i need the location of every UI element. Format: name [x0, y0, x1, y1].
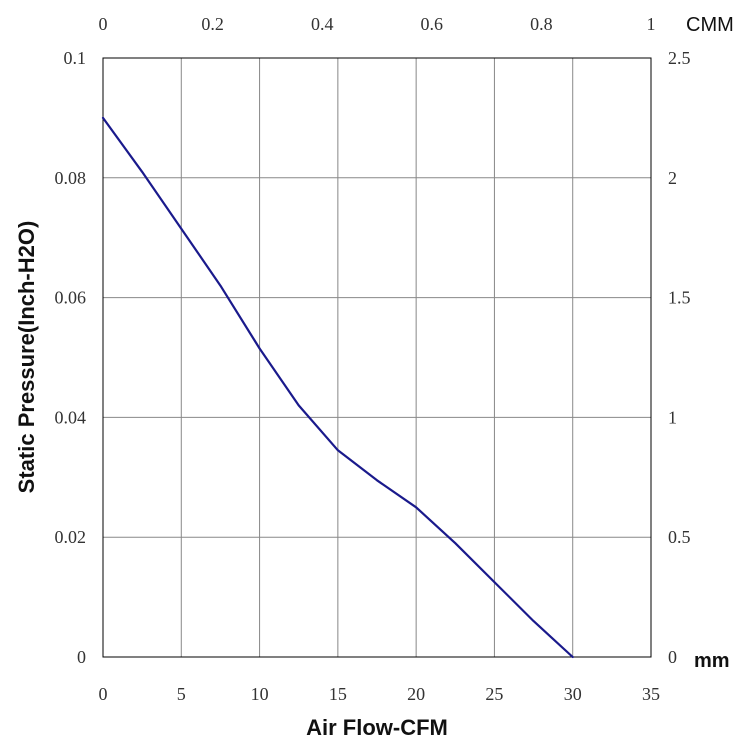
y-tick-label: 0.1 — [64, 48, 87, 68]
x-tick-label: 20 — [407, 684, 425, 704]
right-tick-label: 2 — [668, 168, 677, 188]
plot-frame — [102, 57, 652, 658]
data-point — [415, 506, 418, 509]
data-point — [258, 347, 261, 350]
top-tick-label: 0.2 — [201, 14, 224, 34]
right-tick-label: 1 — [668, 407, 677, 427]
data-point — [376, 479, 378, 482]
right-tick-label: 1.5 — [668, 288, 691, 308]
right-tick-label: 0.5 — [668, 527, 691, 547]
top-tick-label: 1 — [647, 14, 656, 34]
x-tick-label: 25 — [485, 684, 503, 704]
right-axis-unit: mm — [694, 650, 730, 672]
series-group — [101, 116, 574, 659]
data-point — [532, 620, 535, 622]
y-tick-label: 0.08 — [55, 168, 87, 188]
right-tick-label: 0 — [668, 647, 677, 667]
top-tick-label: 0.6 — [421, 14, 444, 34]
y-tick-label: 0 — [77, 647, 86, 667]
data-point — [141, 170, 144, 173]
x-tick-label: 5 — [177, 684, 186, 704]
top-tick-label: 0.8 — [530, 14, 553, 34]
top-tick-label: 0.4 — [311, 14, 334, 34]
data-point — [571, 656, 574, 658]
x-tick-label: 15 — [329, 684, 347, 704]
x-tick-label: 0 — [99, 684, 108, 704]
data-point — [180, 227, 183, 230]
y-tick-label: 0.04 — [55, 407, 87, 427]
y-tick-label: 0.02 — [55, 527, 87, 547]
data-point — [219, 284, 222, 287]
data-point — [297, 404, 300, 407]
x-tick-label: 35 — [642, 684, 660, 704]
x-tick-label: 30 — [564, 684, 582, 704]
data-point — [336, 449, 339, 452]
x-axis-title: Air Flow-CFM — [306, 715, 448, 740]
top-tick-label: 0 — [99, 14, 108, 34]
right-tick-label: 2.5 — [668, 48, 691, 68]
x-tick-label: 10 — [251, 684, 269, 704]
y-tick-label: 0.06 — [55, 288, 87, 308]
data-point — [102, 117, 104, 119]
grid-lines — [103, 58, 651, 657]
top-axis-unit: CMM — [686, 14, 734, 36]
y-axis-title: Static Pressure(Inch-H2O) — [14, 221, 39, 494]
data-point — [454, 542, 457, 545]
data-point — [493, 581, 496, 584]
